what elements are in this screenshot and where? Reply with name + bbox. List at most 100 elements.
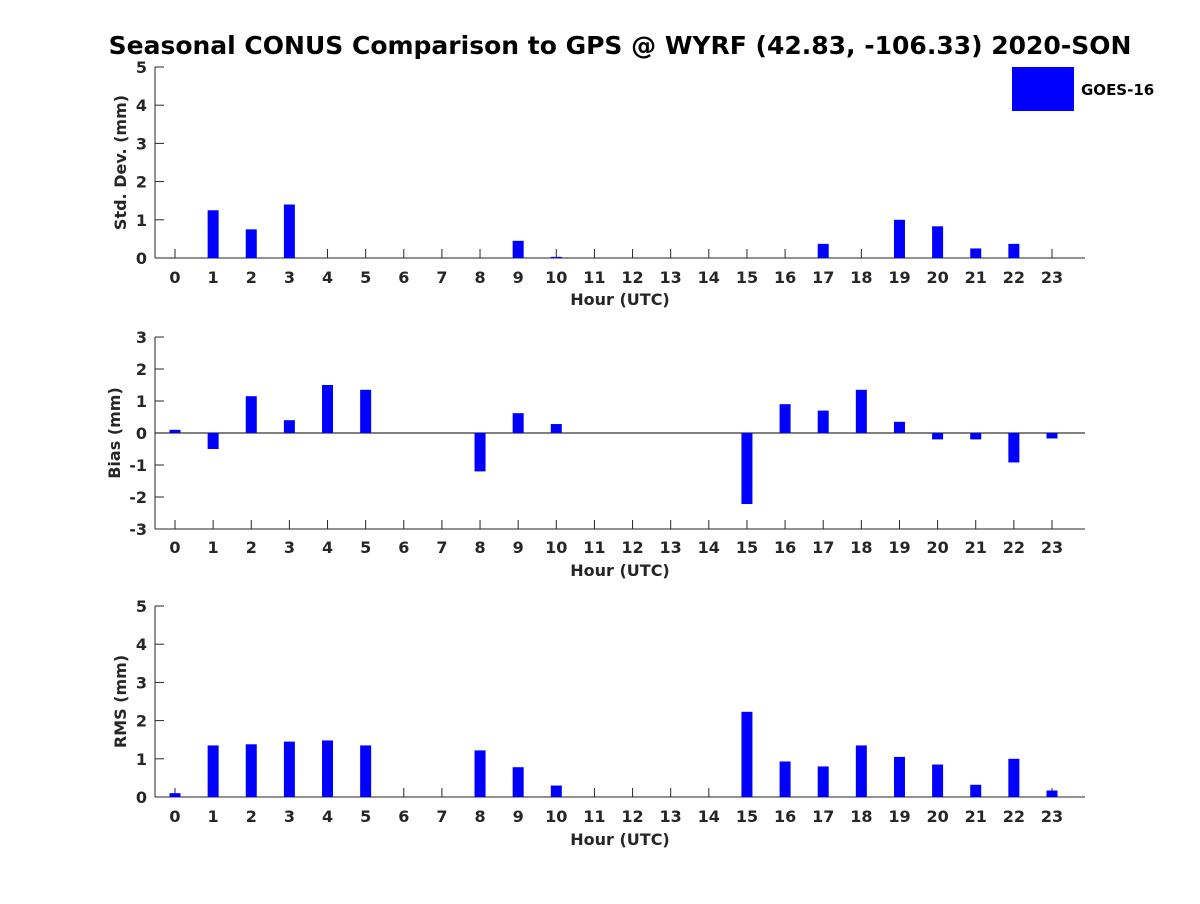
bar-hour-9 (512, 240, 524, 258)
bar-hour-23 (1046, 433, 1058, 439)
bar-hour-4 (322, 740, 334, 797)
y-tick-label: 1 (136, 392, 147, 411)
x-tick-label: 11 (583, 807, 605, 826)
y-tick-label: 4 (136, 96, 147, 115)
bar-hour-20 (932, 433, 944, 440)
x-tick-label: 14 (698, 268, 720, 287)
bar-hour-0 (169, 429, 181, 433)
x-tick-label: 23 (1041, 538, 1063, 557)
bar-hour-20 (932, 226, 944, 258)
x-tick-label: 1 (208, 538, 219, 557)
x-tick-label: 18 (850, 538, 872, 557)
y-tick-label: 2 (136, 712, 147, 731)
y-tick-label: 5 (136, 597, 147, 616)
y-tick-label: 1 (136, 211, 147, 230)
bar-hour-20 (932, 764, 944, 797)
bar-hour-22 (1008, 433, 1020, 463)
x-tick-label: 5 (360, 807, 371, 826)
x-tick-label: 8 (474, 538, 485, 557)
x-tick-label: 17 (812, 268, 834, 287)
x-tick-label: 16 (774, 807, 796, 826)
x-tick-label: 13 (660, 538, 682, 557)
bar-hour-2 (245, 229, 257, 258)
x-tick-label: 2 (246, 268, 257, 287)
x-tick-label: 22 (1003, 268, 1025, 287)
bar-hour-16 (779, 761, 791, 797)
bar-hour-5 (360, 389, 372, 433)
bar-hour-21 (970, 433, 982, 440)
bar-hour-15 (741, 711, 753, 797)
x-tick-label: 20 (926, 268, 948, 287)
bar-hour-16 (779, 404, 791, 433)
x-tick-label: 3 (284, 538, 295, 557)
y-tick-label: 3 (136, 134, 147, 153)
legend-swatch-goes-16 (1012, 67, 1074, 111)
x-tick-label: 6 (398, 538, 409, 557)
x-axis-label: Hour (UTC) (570, 830, 670, 849)
x-tick-label: 3 (284, 268, 295, 287)
bar-hour-19 (893, 421, 905, 433)
x-tick-label: 7 (436, 268, 447, 287)
bar-hour-1 (207, 745, 219, 797)
x-tick-label: 9 (513, 268, 524, 287)
y-axis-label: Std. Dev. (mm) (111, 95, 130, 230)
x-tick-label: 7 (436, 538, 447, 557)
x-tick-label: 15 (736, 538, 758, 557)
x-tick-label: 17 (812, 807, 834, 826)
bar-hour-17 (817, 410, 829, 433)
x-tick-label: 8 (474, 807, 485, 826)
bar-hour-21 (970, 248, 982, 258)
x-tick-label: 4 (322, 807, 333, 826)
y-tick-label: -1 (129, 456, 147, 475)
x-tick-label: 10 (545, 807, 567, 826)
y-tick-label: 3 (136, 673, 147, 692)
bar-hour-19 (893, 756, 905, 797)
x-tick-label: 0 (169, 268, 180, 287)
x-axis-label: Hour (UTC) (570, 561, 670, 580)
bar-hour-18 (855, 745, 867, 797)
x-tick-label: 20 (926, 538, 948, 557)
x-tick-label: 8 (474, 268, 485, 287)
x-tick-label: 21 (965, 268, 987, 287)
x-tick-label: 19 (888, 538, 910, 557)
y-tick-label: 5 (136, 58, 147, 77)
x-tick-label: 21 (965, 807, 987, 826)
y-tick-label: 4 (136, 635, 147, 654)
bar-hour-19 (893, 219, 905, 258)
x-tick-label: 11 (583, 538, 605, 557)
legend-label-goes-16: GOES-16 (1081, 81, 1154, 99)
x-tick-label: 7 (436, 807, 447, 826)
x-tick-label: 10 (545, 268, 567, 287)
bar-hour-8 (474, 433, 486, 472)
x-tick-label: 15 (736, 268, 758, 287)
bar-hour-0 (169, 793, 181, 797)
x-tick-label: 16 (774, 268, 796, 287)
bar-hour-10 (550, 785, 562, 797)
x-tick-label: 17 (812, 538, 834, 557)
bar-hour-21 (970, 784, 982, 797)
x-tick-label: 1 (208, 807, 219, 826)
x-tick-label: 6 (398, 807, 409, 826)
x-tick-label: 1 (208, 268, 219, 287)
y-tick-label: 2 (136, 173, 147, 192)
bar-hour-17 (817, 766, 829, 797)
y-axis-label: RMS (mm) (111, 655, 130, 748)
x-tick-label: 0 (169, 538, 180, 557)
x-tick-label: 5 (360, 538, 371, 557)
x-tick-label: 12 (621, 538, 643, 557)
x-tick-label: 12 (621, 807, 643, 826)
x-tick-label: 10 (545, 538, 567, 557)
x-tick-label: 19 (888, 807, 910, 826)
y-tick-label: 0 (136, 424, 147, 443)
bar-hour-17 (817, 243, 829, 258)
bar-hour-23 (1046, 790, 1058, 797)
x-tick-label: 11 (583, 268, 605, 287)
x-tick-label: 15 (736, 807, 758, 826)
x-tick-label: 13 (660, 268, 682, 287)
bar-hour-4 (322, 385, 334, 433)
y-tick-label: 0 (136, 249, 147, 268)
bar-hour-18 (855, 389, 867, 433)
x-tick-label: 19 (888, 268, 910, 287)
